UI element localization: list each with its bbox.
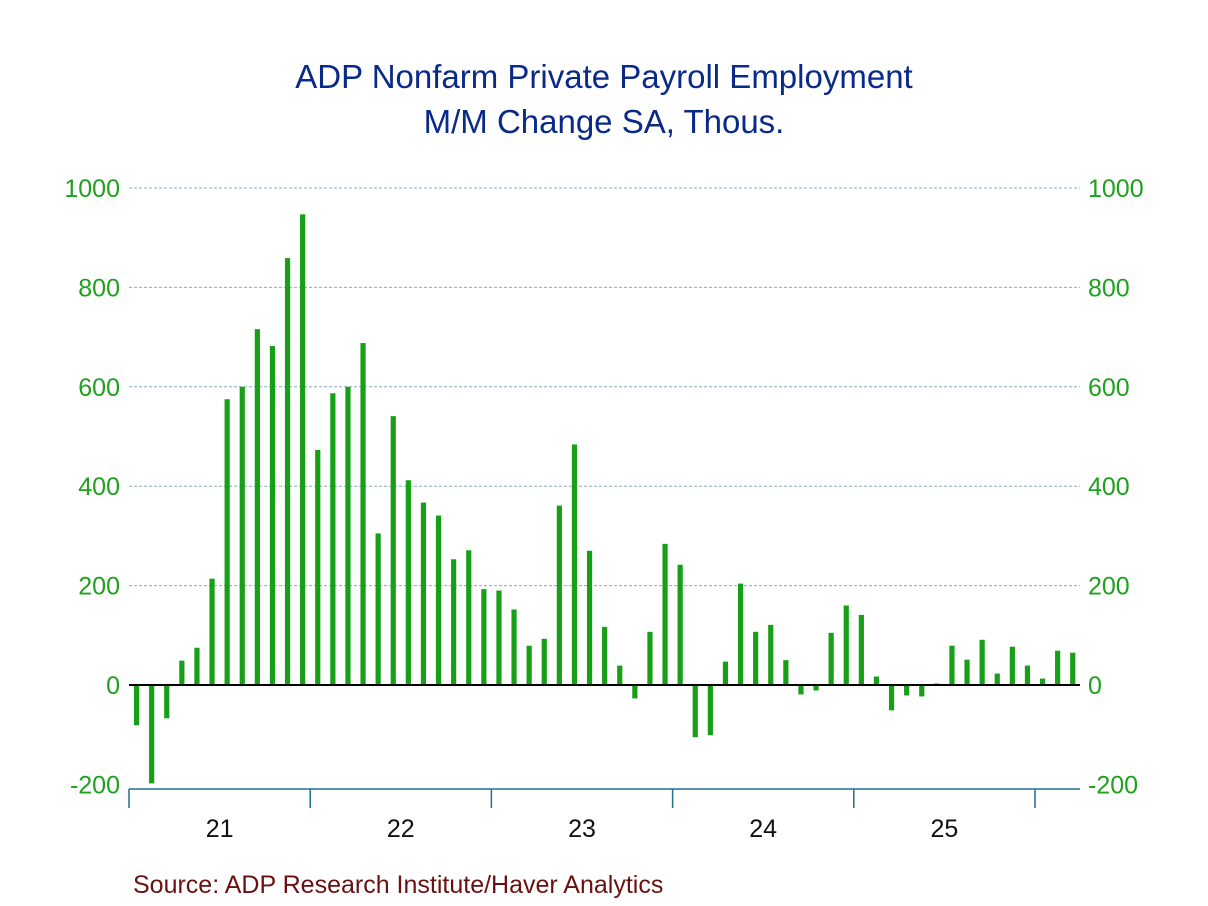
bar [224,399,230,685]
x-tick-label: 23 [568,815,596,843]
y-tick-label-left: 1000 [64,175,120,203]
bar [149,685,155,784]
y-tick-label-right: 200 [1088,573,1130,601]
bar [632,685,638,699]
bar [888,685,895,711]
bar [1024,665,1031,685]
bar [360,343,366,685]
y-tick-label-right: 600 [1088,374,1130,402]
bar [496,590,502,685]
bar [390,416,396,685]
x-tick-label: 22 [387,815,415,843]
bar [858,614,864,685]
y-tick-label-right: 0 [1088,672,1102,700]
x-tick-label: 24 [749,815,777,843]
bar [420,502,427,685]
bar [451,559,457,685]
chart-title: ADP Nonfarm Private Payroll Employment [295,58,913,95]
bar [466,550,472,685]
bar [133,685,140,726]
bar [677,564,683,685]
bar [602,626,608,685]
bar [330,393,336,685]
bar [828,632,834,685]
bar [405,480,411,685]
bar [1039,678,1046,685]
y-tick-label-right: 400 [1088,473,1130,501]
y-tick-label-right: 1000 [1088,175,1144,203]
bar [707,685,713,736]
x-tick-label: 21 [206,815,234,843]
bar [904,685,910,696]
y-tick-label-left: 200 [78,573,120,601]
y-tick-label-left: 600 [78,374,120,402]
source-note: Source: ADP Research Institute/Haver Ana… [133,871,664,899]
y-tick-label-left: -200 [70,771,120,799]
bar [753,631,759,685]
y-tick-label-left: 0 [106,672,120,700]
y-tick-label-right: 800 [1088,274,1130,302]
bar [783,660,789,685]
bar [556,505,562,685]
bar [1055,650,1061,685]
chart-subtitle: M/M Change SA, Thous. [423,103,785,140]
bar [768,624,774,685]
bar [375,533,381,685]
bar [315,449,321,685]
bar [919,685,925,697]
bar [300,214,306,685]
bar [994,673,1000,685]
bar [586,550,593,685]
y-tick-label-left: 800 [78,274,120,302]
bar [873,676,880,685]
bar [209,578,215,685]
bar [345,386,351,685]
bar [526,645,532,685]
bar [617,665,623,685]
bar [179,660,185,685]
bar [1070,652,1076,685]
bar [541,638,547,685]
bar [692,685,698,738]
bar [647,631,653,685]
bar [949,645,955,685]
bar [813,685,819,691]
bar [239,386,245,685]
y-tick-label-right: -200 [1088,771,1138,799]
bar [1009,646,1015,685]
bar [737,583,744,685]
x-tick-label: 25 [930,815,958,843]
bar [571,444,578,685]
bar [481,589,487,685]
bar [964,659,970,685]
bar [662,543,668,685]
bar [284,258,291,685]
bar [194,647,200,685]
y-tick-label-left: 400 [78,473,120,501]
bar [254,329,260,685]
bar [435,515,442,685]
bar [843,605,849,685]
bar [722,661,729,685]
bar [511,609,517,685]
bar [979,639,985,685]
bar [164,685,170,719]
bar [798,685,804,695]
bar [269,346,276,685]
